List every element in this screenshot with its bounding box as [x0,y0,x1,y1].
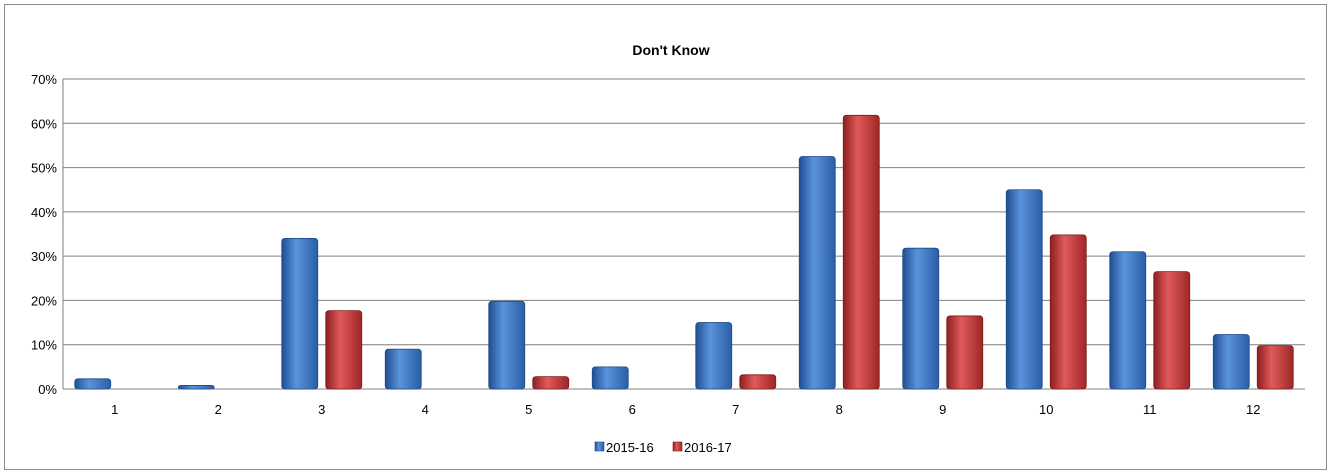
y-tick-label: 70% [31,72,57,87]
legend: 2015-16 2016-17 [594,440,732,455]
bar-layer [74,114,1294,390]
y-tick-label: 0% [38,382,57,397]
y-tick-label: 20% [31,293,57,308]
bar-2016-17-5 [532,376,570,390]
x-tick-label: 2 [215,402,222,417]
grid-layer [62,78,1305,390]
bar-2016-17-11 [1153,271,1191,390]
y-tick-label: 10% [31,338,57,353]
bar-2015-16-10 [1005,189,1043,390]
y-axis-ticks: 0% 10% 20% 30% 40% 50% 60% 70% [31,72,57,397]
y-tick-label: 30% [31,249,57,264]
bar-2016-17-12 [1256,345,1294,390]
chart-title: Don't Know [632,42,709,58]
bar-2015-16-1 [74,378,112,390]
x-tick-label: 4 [422,402,429,417]
bar-2015-16-7 [695,322,733,390]
x-tick-label: 11 [1143,402,1157,417]
bar-2015-16-11 [1109,251,1147,390]
bar-2016-17-10 [1049,234,1087,390]
x-tick-label: 3 [318,402,325,417]
bar-2015-16-3 [281,238,319,390]
legend-label: 2015-16 [606,440,654,455]
bar-2016-17-8 [842,114,880,390]
x-tick-label: 10 [1039,402,1053,417]
bar-2016-17-7 [739,374,777,390]
bar-2015-16-4 [384,348,422,390]
bar-2015-16-9 [902,247,940,390]
bar-2015-16-12 [1212,334,1250,390]
y-tick-label: 40% [31,205,57,220]
x-tick-label: 8 [836,402,843,417]
bar-2015-16-2 [177,385,215,390]
bar-2015-16-8 [798,156,836,390]
bar-2016-17-9 [946,315,984,390]
y-tick-label: 50% [31,161,57,176]
x-tick-label: 5 [525,402,532,417]
x-tick-label: 1 [111,402,118,417]
x-tick-label: 9 [939,402,946,417]
legend-swatch [672,441,683,452]
x-axis-ticks: 1 2 3 4 5 6 7 8 9 10 11 12 [111,402,1260,417]
x-tick-label: 6 [629,402,636,417]
bar-2015-16-5 [488,300,526,390]
legend-label: 2016-17 [684,440,732,455]
y-tick-label: 60% [31,116,57,131]
bar-2015-16-6 [591,366,629,390]
x-tick-label: 12 [1246,402,1260,417]
legend-swatch [594,441,605,452]
bar-2016-17-3 [325,310,363,390]
x-tick-label: 7 [732,402,739,417]
